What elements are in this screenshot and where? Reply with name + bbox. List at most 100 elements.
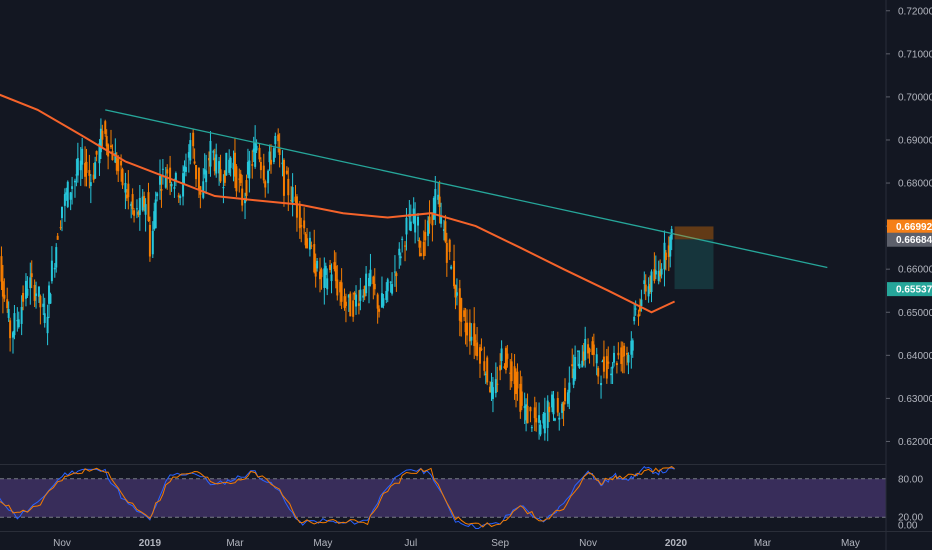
candle-body [417, 217, 420, 226]
candle-body [463, 310, 466, 317]
time-tick-label: May [313, 538, 332, 549]
candle-body [285, 170, 288, 174]
candle-body [11, 332, 14, 338]
candle-body [620, 347, 623, 364]
candle-body [329, 264, 332, 270]
candle-body [246, 161, 249, 175]
candle-body [3, 294, 6, 299]
candle-body [657, 270, 660, 281]
candle-body [419, 253, 422, 257]
candle-body [316, 260, 319, 269]
candle-body [538, 415, 541, 423]
candle-body [229, 157, 232, 168]
candle-body [65, 192, 68, 195]
candle-body [602, 356, 605, 372]
candle-body [442, 229, 445, 231]
candle-body [395, 273, 398, 277]
candle-body [520, 391, 523, 406]
candle-body [455, 292, 458, 296]
candle-body [454, 284, 457, 298]
candle-body [362, 295, 365, 298]
candle-body [208, 158, 211, 161]
candle-body [88, 170, 91, 176]
candle-body [104, 121, 107, 134]
candle-body [127, 183, 130, 198]
candle-body [496, 383, 499, 385]
candle-body [133, 210, 136, 216]
candle-body [326, 278, 329, 290]
candle-body [320, 269, 323, 278]
candle-body [398, 248, 401, 256]
candle-body [290, 199, 293, 201]
candle-body [306, 238, 309, 249]
candle-body [20, 306, 23, 324]
candle-body [500, 348, 503, 361]
price-axis: 0.620000.630000.640000.650000.660000.670… [885, 0, 932, 550]
candle-body [159, 176, 162, 185]
candle-body [259, 161, 262, 171]
candle-body [386, 279, 389, 292]
candle-body [359, 289, 362, 301]
time-tick-label: 2019 [139, 538, 162, 549]
candle-body [339, 281, 342, 293]
candle-body [212, 151, 215, 153]
candle-body [138, 197, 141, 215]
candle-body [539, 424, 542, 435]
candle-body [489, 386, 492, 393]
candle-body [409, 221, 412, 231]
candle-body [241, 188, 244, 206]
candle-body [223, 170, 226, 183]
candle-body [66, 181, 69, 207]
candle-body [252, 148, 255, 152]
candle-body [151, 230, 154, 255]
candle-body [576, 350, 579, 352]
oscillator-line-k [0, 465, 675, 529]
candle-body [486, 357, 489, 383]
candle-body [30, 273, 33, 278]
candle-body [153, 211, 156, 230]
candle-body [300, 225, 303, 227]
oscillator-line-d [0, 466, 675, 528]
candle-body [352, 300, 355, 317]
candle-body [79, 160, 82, 171]
candle-body [643, 280, 646, 285]
time-tick-label: Jul [404, 538, 417, 549]
candle-body [607, 361, 610, 364]
candle-body [131, 194, 134, 209]
candle-body [558, 417, 561, 420]
candle-body [584, 338, 587, 360]
candle-body [468, 322, 471, 342]
candle-body [428, 216, 431, 224]
candle-body [450, 266, 453, 269]
candle-body [115, 157, 118, 171]
candle-body [73, 180, 76, 183]
candle-body [17, 319, 20, 328]
candle-body [556, 398, 559, 413]
candle-body [654, 270, 657, 275]
candle-body [272, 148, 275, 162]
candle-body [294, 196, 297, 202]
candle-body [141, 196, 144, 211]
candle-body [663, 242, 666, 270]
candle-body [318, 271, 321, 280]
candle-body [637, 314, 640, 317]
candle-body [623, 345, 626, 357]
candle-body [222, 187, 225, 189]
candle-body [405, 217, 408, 235]
candle-body [667, 245, 670, 258]
candle-body [50, 260, 53, 282]
candle-body [562, 402, 565, 411]
candle-body [144, 204, 147, 215]
time-tick-label: Nov [53, 538, 71, 549]
axis-background [886, 0, 932, 550]
candle-body [16, 320, 19, 322]
candle-body [353, 292, 356, 295]
candle-body [71, 186, 74, 189]
candle-body [627, 354, 630, 363]
candle-body [43, 313, 46, 324]
candle-body [169, 167, 172, 183]
candle-body [349, 293, 352, 317]
price-tick-label: 0.71000 [898, 49, 932, 60]
candle-body [344, 301, 347, 306]
oscillator-axis: 80.00 20.000.00 [898, 474, 923, 531]
